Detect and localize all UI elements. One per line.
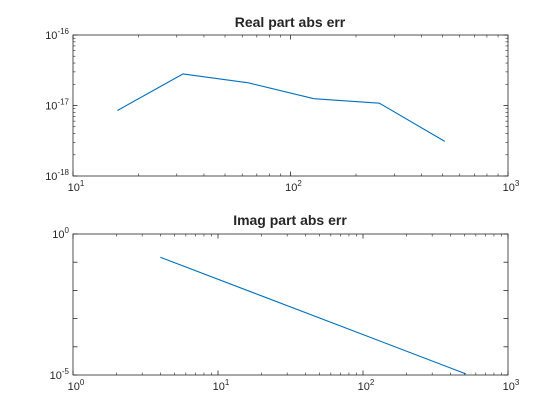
y-tick-label: 10-16: [45, 27, 69, 42]
x-tick-label: 103: [503, 179, 520, 194]
plot-area: [72, 34, 509, 177]
chart-title: Imag part abs err: [233, 212, 347, 228]
x-tick-label: 103: [503, 378, 520, 393]
x-tick-label: 101: [213, 378, 230, 393]
y-tick-label: 10-17: [45, 98, 69, 113]
series-line: [160, 256, 467, 375]
x-tick-label: 102: [358, 378, 375, 393]
plot-area: [72, 233, 509, 376]
y-tick-label: 10-18: [45, 168, 69, 183]
series-line: [117, 73, 446, 142]
x-tick-label: 100: [68, 378, 85, 393]
chart-title: Real part abs err: [235, 14, 346, 30]
x-tick-label: 102: [285, 179, 302, 194]
axes-real-part: Real part abs err 101 102 103 10-18 10-17 10-…: [45, 14, 520, 194]
y-tick-label: 10-5: [50, 367, 70, 382]
y-tick-label: 100: [52, 226, 69, 241]
x-tick-label: 101: [68, 179, 85, 194]
